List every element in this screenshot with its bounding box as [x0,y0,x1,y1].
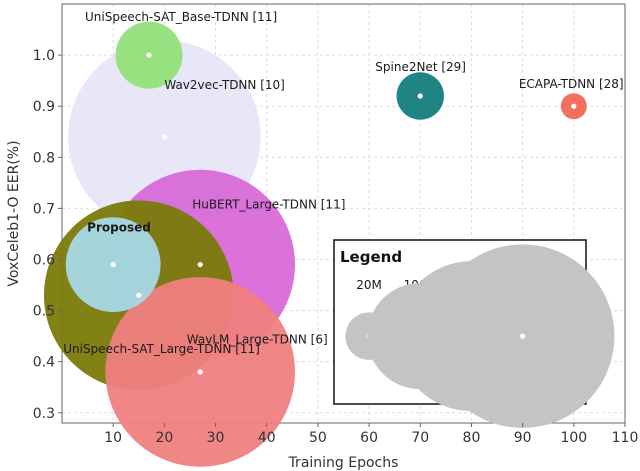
x-tick-label: 30 [207,430,225,446]
bubble-label: Proposed [87,221,151,235]
x-tick-label: 60 [360,430,378,446]
bubble-center-dot [197,369,203,375]
x-tick-label: 50 [309,430,327,446]
bubble-center-dot [110,261,116,268]
x-tick-label: 90 [514,430,532,446]
x-tick-label: 40 [258,430,276,446]
bubble-label: UniSpeech-SAT_Base-TDNN [11] [85,10,277,24]
legend-title: Legend [340,248,402,266]
y-tick-label: 1.0 [33,48,55,64]
bubble-label: Wav2vec-TDNN [10] [164,78,284,92]
y-tick-label: 0.7 [33,201,55,217]
x-tick-label: 70 [411,430,429,446]
bubble-center-dot [146,52,152,58]
y-tick-label: 0.4 [33,355,55,371]
bubble-label: Spine2Net [29] [375,60,466,74]
bubbles: UniSpeech-SAT_Base-TDNN [11] Wav2vec-TDNN… [43,10,624,467]
bubble-label: WavLM_Large-TDNN [6] [187,332,328,346]
legend-size-label: 20M [356,278,382,292]
bubble-center-dot [197,261,203,268]
bubble-center-dot [161,134,167,140]
y-tick-label: 0.6 [33,252,55,268]
legend: Legend20M100M200M300M [333,239,615,428]
bubble-center-dot [136,292,142,298]
bubble-center-dot [571,103,577,109]
y-tick-label: 0.9 [33,99,55,115]
y-tick-label: 0.8 [33,150,55,166]
y-tick-label: 0.3 [33,406,55,422]
x-tick-label: 80 [463,430,481,446]
x-tick-label: 10 [104,430,122,446]
y-tick-label: 0.5 [33,304,55,320]
plot-frame [61,3,626,424]
x-axis-title: Training Epochs [288,455,399,471]
bubble-label: HuBERT_Large-TDNN [11] [192,198,345,212]
x-tick-label: 20 [155,430,173,446]
y-axis-title: VoxCeleb1-O EER(%) [6,140,22,286]
axis-ticks: 10 20 30 40 50 60 70 80 90 100 110 0.3 0.4 0.5 0.6 0.7 0… [33,48,639,446]
legend-marker-dot [520,333,526,339]
bubble-center-dot [417,93,423,99]
bubble-label: ECAPA-TDNN [28] [519,77,624,91]
x-tick-label: 110 [612,430,639,446]
x-tick-label: 100 [560,430,587,446]
bubble-label: UniSpeech-SAT_Large-TDNN [11] [63,342,260,356]
